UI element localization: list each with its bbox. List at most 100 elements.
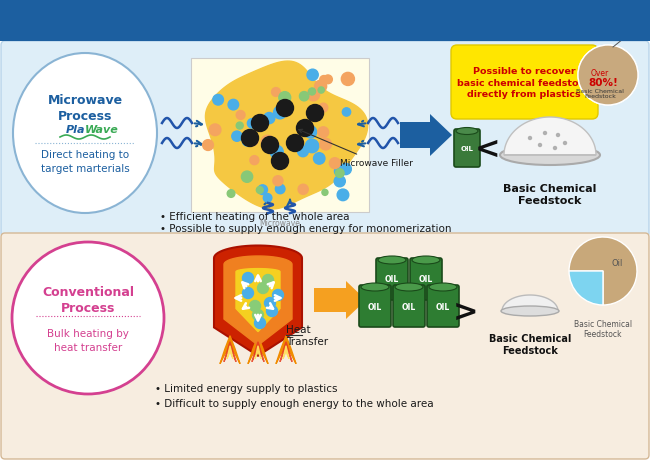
Circle shape	[287, 135, 304, 152]
Circle shape	[273, 176, 283, 187]
FancyArrow shape	[400, 115, 452, 156]
Circle shape	[274, 107, 287, 119]
Circle shape	[279, 93, 291, 104]
Text: Basic Chemical
Feedstock: Basic Chemical Feedstock	[503, 184, 597, 206]
Polygon shape	[220, 336, 240, 364]
Wedge shape	[578, 46, 638, 106]
Text: Oil: Oil	[611, 259, 623, 268]
Circle shape	[257, 283, 268, 294]
FancyBboxPatch shape	[376, 258, 408, 300]
Text: Microwave Filler: Microwave Filler	[299, 130, 413, 168]
Polygon shape	[224, 342, 236, 362]
Text: OIL: OIL	[385, 275, 399, 284]
Circle shape	[556, 134, 560, 137]
Circle shape	[322, 190, 328, 196]
Circle shape	[318, 88, 324, 94]
Circle shape	[246, 134, 258, 147]
Circle shape	[236, 111, 245, 120]
Circle shape	[232, 132, 242, 142]
Text: OIL: OIL	[419, 275, 433, 284]
Text: Microwave: Microwave	[259, 219, 300, 227]
Polygon shape	[236, 269, 280, 332]
Wedge shape	[569, 271, 603, 305]
Circle shape	[319, 104, 328, 113]
Text: • Possible to supply enough energy for monomerization: • Possible to supply enough energy for m…	[160, 224, 452, 233]
Circle shape	[270, 146, 283, 159]
Circle shape	[250, 301, 261, 312]
Ellipse shape	[501, 307, 559, 316]
Circle shape	[528, 137, 532, 140]
Text: 80%!: 80%!	[588, 78, 618, 88]
Text: Direct Transformation to Basic Chemical Feedstock: Direct Transformation to Basic Chemical …	[14, 12, 575, 31]
Polygon shape	[224, 257, 292, 345]
Circle shape	[320, 139, 332, 150]
FancyBboxPatch shape	[1, 42, 649, 238]
FancyBboxPatch shape	[359, 285, 391, 327]
Circle shape	[304, 126, 317, 139]
Text: OIL: OIL	[436, 302, 450, 311]
Text: Oil: Oil	[623, 25, 633, 34]
Circle shape	[341, 73, 354, 86]
Circle shape	[298, 185, 308, 195]
Circle shape	[320, 76, 328, 85]
Circle shape	[307, 105, 324, 122]
Circle shape	[311, 109, 322, 120]
Circle shape	[318, 127, 329, 138]
Circle shape	[564, 142, 567, 145]
Circle shape	[242, 288, 254, 299]
Circle shape	[213, 95, 224, 106]
Circle shape	[263, 194, 272, 203]
Polygon shape	[504, 118, 596, 156]
Circle shape	[242, 273, 254, 284]
Text: OIL: OIL	[402, 302, 416, 311]
Circle shape	[228, 100, 239, 111]
Ellipse shape	[456, 128, 478, 135]
Polygon shape	[214, 246, 302, 356]
FancyBboxPatch shape	[410, 258, 442, 300]
Text: Over: Over	[591, 69, 609, 77]
Ellipse shape	[429, 283, 457, 291]
Wedge shape	[569, 238, 637, 305]
Circle shape	[276, 185, 285, 194]
Circle shape	[309, 89, 315, 96]
Circle shape	[261, 136, 274, 149]
Circle shape	[343, 108, 350, 117]
Text: <: <	[474, 134, 500, 163]
FancyBboxPatch shape	[451, 46, 598, 120]
Ellipse shape	[395, 283, 423, 291]
Circle shape	[276, 100, 294, 117]
Polygon shape	[205, 62, 368, 209]
Circle shape	[258, 185, 268, 195]
Circle shape	[248, 119, 257, 129]
Text: Direct heating to
target marterials: Direct heating to target marterials	[40, 150, 129, 173]
FancyBboxPatch shape	[0, 0, 650, 42]
Text: OIL: OIL	[461, 146, 473, 152]
Text: Basic Chemical
Feedstock: Basic Chemical Feedstock	[574, 319, 632, 338]
Ellipse shape	[13, 54, 157, 213]
Text: Basic Chemical
Feedstock: Basic Chemical Feedstock	[576, 88, 624, 99]
Polygon shape	[248, 336, 268, 364]
Polygon shape	[276, 336, 296, 364]
Circle shape	[538, 144, 541, 147]
Circle shape	[335, 166, 345, 177]
Circle shape	[330, 158, 341, 169]
Ellipse shape	[378, 257, 406, 264]
Circle shape	[266, 306, 278, 317]
Circle shape	[242, 130, 259, 147]
Circle shape	[250, 156, 259, 165]
Circle shape	[335, 169, 344, 178]
Ellipse shape	[12, 243, 164, 394]
Circle shape	[252, 115, 268, 132]
Circle shape	[554, 147, 556, 150]
Polygon shape	[252, 342, 264, 362]
Circle shape	[337, 190, 349, 201]
FancyArrow shape	[314, 282, 366, 319]
Circle shape	[307, 89, 320, 101]
Circle shape	[263, 275, 274, 286]
FancyBboxPatch shape	[191, 59, 369, 213]
Text: Microwave
Process: Microwave Process	[47, 94, 123, 123]
Text: • Difficult to supply enough energy to the whole area: • Difficult to supply enough energy to t…	[155, 398, 434, 408]
Ellipse shape	[361, 283, 389, 291]
Text: OIL: OIL	[368, 302, 382, 311]
Circle shape	[272, 88, 280, 97]
